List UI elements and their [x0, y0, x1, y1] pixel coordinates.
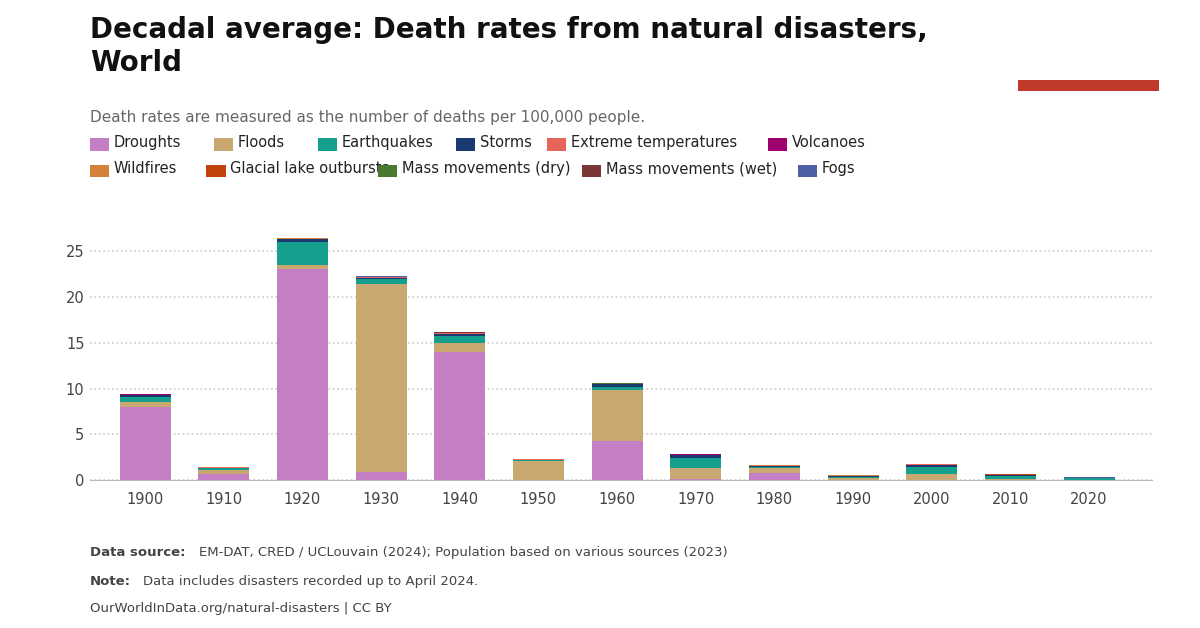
Bar — [355, 279, 407, 284]
Bar — [1063, 479, 1115, 480]
Bar — [120, 403, 170, 407]
Text: Note:: Note: — [90, 575, 131, 588]
Bar — [277, 239, 328, 242]
Bar — [592, 384, 643, 387]
Bar — [985, 476, 1036, 479]
Text: EM-DAT, CRED / UCLouvain (2024); Population based on various sources (2023): EM-DAT, CRED / UCLouvain (2024); Populat… — [199, 546, 728, 560]
Bar — [434, 333, 485, 334]
Text: Earthquakes: Earthquakes — [342, 135, 434, 150]
Text: Storms: Storms — [480, 135, 532, 150]
Bar — [670, 458, 721, 468]
Text: Extreme temperatures: Extreme temperatures — [571, 135, 737, 150]
Text: in Data: in Data — [1060, 50, 1117, 63]
Bar — [198, 468, 250, 470]
Bar — [670, 479, 721, 480]
Bar — [434, 343, 485, 352]
Text: OurWorldInData.org/natural-disasters | CC BY: OurWorldInData.org/natural-disasters | C… — [90, 602, 391, 615]
Bar — [670, 468, 721, 479]
Bar — [277, 242, 328, 264]
Bar — [828, 478, 878, 480]
Text: Wildfires: Wildfires — [114, 161, 178, 176]
Text: Mass movements (wet): Mass movements (wet) — [606, 161, 778, 176]
Text: Death rates are measured as the number of deaths per 100,000 people.: Death rates are measured as the number o… — [90, 110, 646, 125]
Bar — [828, 477, 878, 478]
Bar — [120, 396, 170, 397]
Bar — [120, 395, 170, 396]
Bar — [198, 474, 250, 480]
Bar — [985, 475, 1036, 476]
Bar — [592, 391, 643, 441]
Text: Volcanoes: Volcanoes — [792, 135, 866, 150]
Bar — [592, 441, 643, 480]
Bar — [355, 284, 407, 472]
Bar — [906, 467, 958, 474]
Bar — [120, 397, 170, 403]
Bar — [512, 461, 564, 480]
Bar — [670, 455, 721, 458]
Bar — [828, 476, 878, 477]
Bar — [592, 387, 643, 391]
Bar — [749, 467, 800, 468]
Text: Droughts: Droughts — [114, 135, 181, 150]
Bar — [1018, 80, 1159, 91]
Text: Our World: Our World — [1049, 30, 1128, 44]
Bar — [198, 470, 250, 474]
Bar — [120, 407, 170, 480]
Bar — [906, 464, 958, 465]
Bar — [277, 269, 328, 480]
Bar — [749, 468, 800, 473]
Text: Fogs: Fogs — [822, 161, 856, 176]
Bar — [355, 278, 407, 279]
Bar — [906, 474, 958, 480]
Bar — [355, 472, 407, 480]
Bar — [749, 473, 800, 480]
Bar — [985, 479, 1036, 480]
Text: Data includes disasters recorded up to April 2024.: Data includes disasters recorded up to A… — [143, 575, 478, 588]
Text: Glacial lake outbursts: Glacial lake outbursts — [230, 161, 390, 176]
Bar — [749, 466, 800, 467]
Text: Mass movements (dry): Mass movements (dry) — [402, 161, 570, 176]
Bar — [906, 465, 958, 467]
Bar — [434, 352, 485, 480]
Bar — [277, 264, 328, 269]
Text: Decadal average: Death rates from natural disasters,
World: Decadal average: Death rates from natura… — [90, 16, 928, 77]
Bar — [434, 334, 485, 336]
Text: Floods: Floods — [238, 135, 284, 150]
Text: Data source:: Data source: — [90, 546, 186, 560]
Bar — [434, 336, 485, 343]
